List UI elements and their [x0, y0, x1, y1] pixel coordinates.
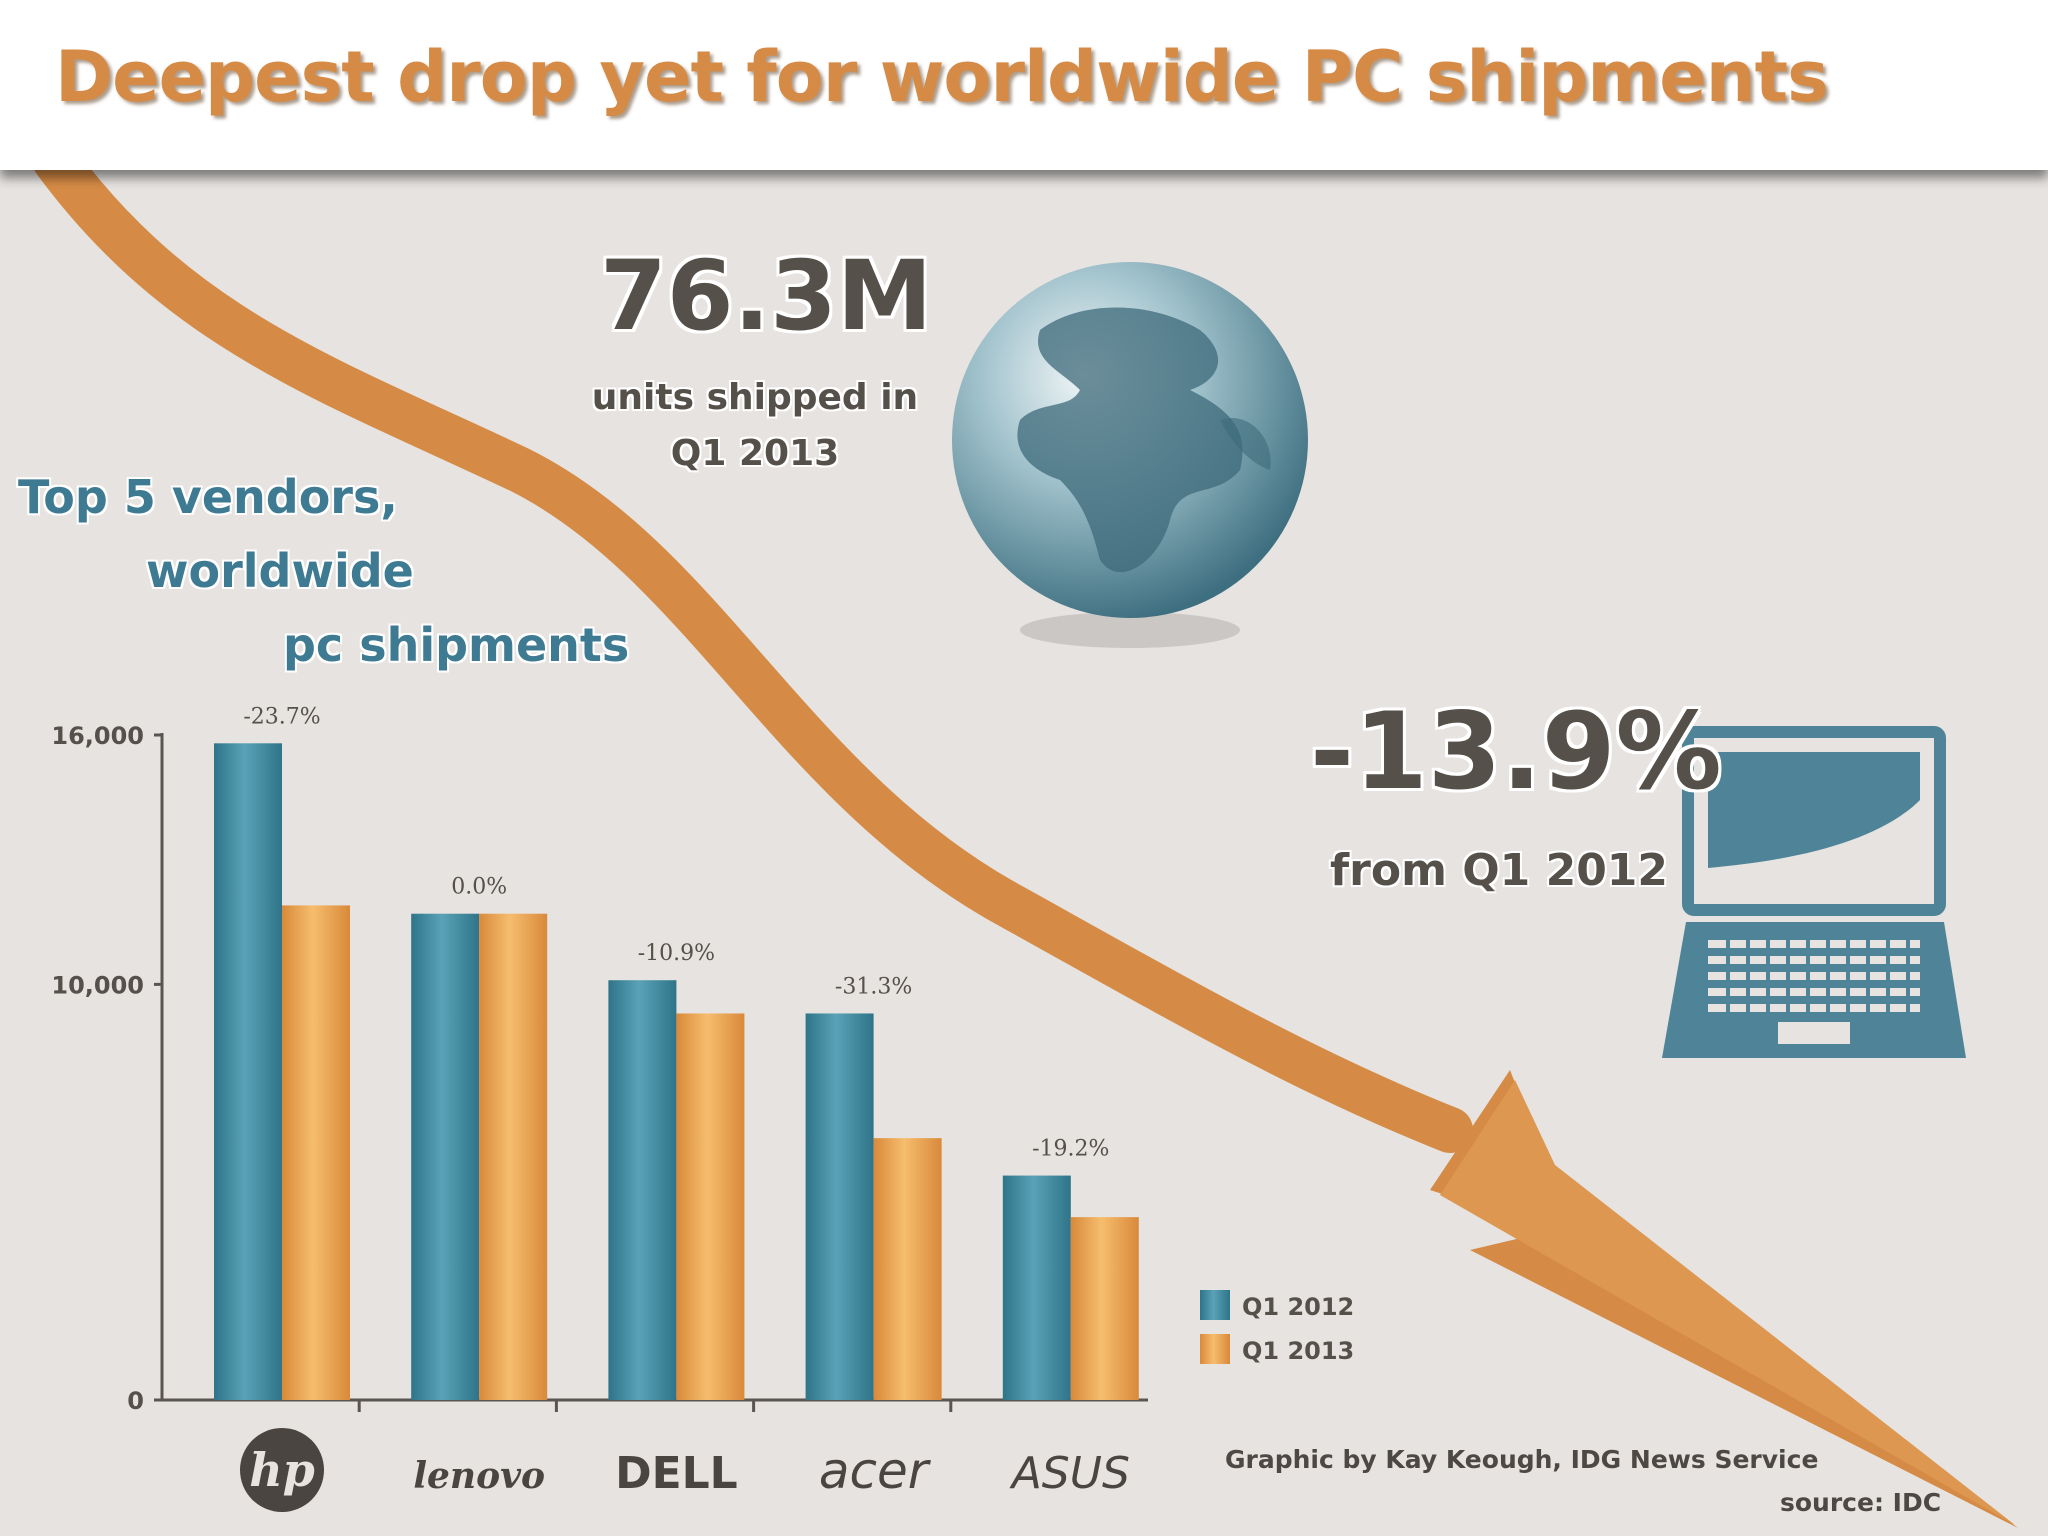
bar-hp-q1-2012 [214, 743, 282, 1400]
y-tick-label: 0 [127, 1387, 144, 1415]
laptop-icon [1662, 726, 1966, 1058]
chart-title-line3: pc shipments [283, 618, 630, 672]
change-label: -23.7% [243, 704, 320, 729]
header-banner: Deepest drop yet for worldwide PC shipme… [0, 0, 2048, 170]
legend-swatch-q1-2012 [1200, 1290, 1230, 1320]
units-caption-line1: units shipped in [591, 377, 919, 418]
bar-dell-q1-2013 [676, 1013, 745, 1400]
legend-label: Q1 2012 [1242, 1293, 1354, 1321]
vendor-label: DELL [615, 1448, 738, 1499]
vendor-label: hp [249, 1443, 315, 1497]
percent-change-value: -13.9% [1310, 690, 1722, 813]
percent-change-caption: from Q1 2012 [1330, 845, 1669, 896]
y-tick-label: 16,000 [51, 722, 144, 750]
vendor-label: acer [819, 1442, 932, 1500]
chart-title: Top 5 vendors, worldwide pc shipments [18, 460, 629, 682]
units-shipped-value: 76.3M [600, 240, 933, 352]
graphic-credit: Graphic by Kay Keough, IDG News Service [1225, 1445, 1819, 1474]
change-label: -31.3% [835, 974, 912, 999]
bar-lenovo-q1-2013 [479, 913, 548, 1400]
units-caption-line2: Q1 2013 [670, 433, 840, 474]
vendor-label: lenovo [413, 1455, 545, 1497]
globe-icon [952, 262, 1308, 648]
change-label: 0.0% [451, 875, 507, 900]
source-note: source: IDC [1780, 1488, 1942, 1517]
hp-logo-circle [240, 1428, 324, 1512]
vendor-label: ASUS [1009, 1448, 1130, 1499]
page-title: Deepest drop yet for worldwide PC shipme… [55, 36, 1829, 118]
bar-asus-q1-2012 [1002, 1175, 1071, 1400]
chart-title-line2: worldwide [146, 544, 414, 598]
y-tick-label: 10,000 [51, 971, 144, 999]
legend-swatch-q1-2013 [1200, 1334, 1230, 1364]
bar-acer-q1-2012 [805, 1013, 874, 1400]
change-label: -19.2% [1032, 1137, 1109, 1162]
bar-hp-q1-2013 [282, 905, 350, 1400]
legend-label: Q1 2013 [1242, 1337, 1354, 1365]
bar-asus-q1-2013 [1070, 1217, 1139, 1400]
units-shipped-caption: units shipped in Q1 2013 [590, 370, 920, 482]
vendor-bar-chart: 16,000 10,000 0 -23.7% hp 0.0% lenovo -10.9% DEL… [51, 704, 1354, 1512]
bar-lenovo-q1-2012 [411, 913, 480, 1400]
change-label: -10.9% [638, 941, 715, 966]
chart-title-line1: Top 5 vendors, [18, 470, 398, 524]
bar-acer-q1-2013 [873, 1138, 942, 1400]
bar-dell-q1-2012 [608, 980, 677, 1400]
trend-arrow [32, 137, 2018, 1528]
